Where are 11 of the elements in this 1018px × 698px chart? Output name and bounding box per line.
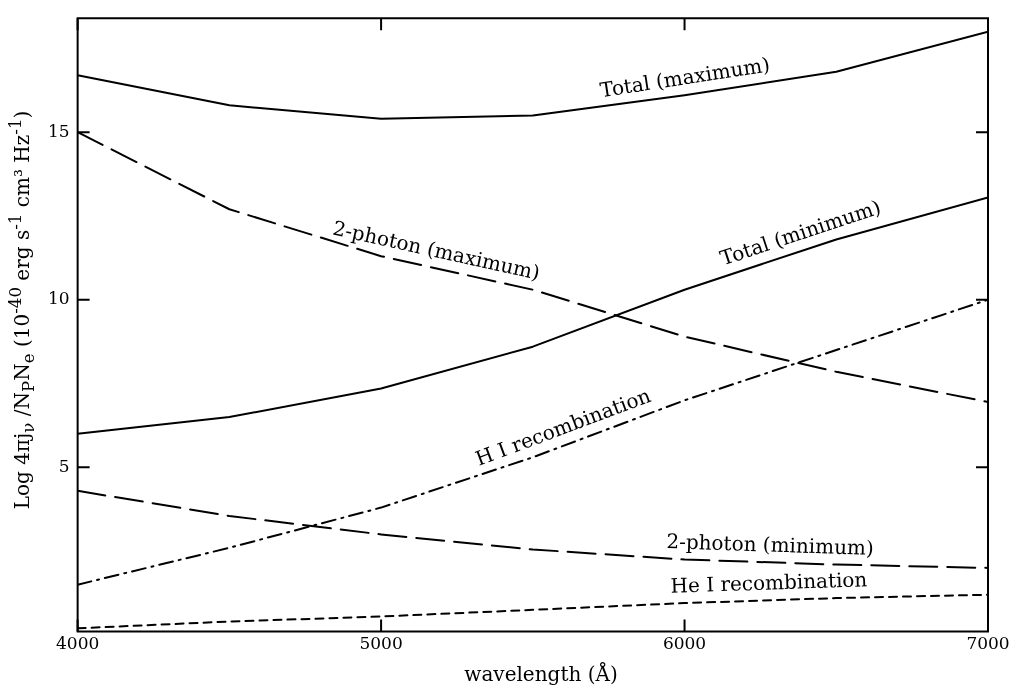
series-label: 2-photon (minimum) <box>666 529 875 560</box>
legend-label: Total (maximum) <box>598 52 772 103</box>
y-tick-label: 15 <box>47 120 70 141</box>
y-tick-label: 10 <box>47 288 70 309</box>
x-tick-label: 4000 <box>56 633 100 654</box>
y-tick-label: 5 <box>58 455 70 476</box>
x-axis-title: wavelength (Å) <box>464 662 618 686</box>
x-tick-label: 5000 <box>359 633 403 654</box>
x-tick-label: 7000 <box>966 633 1010 654</box>
series-label: He I recombination <box>670 567 868 598</box>
x-tick-label: 6000 <box>662 633 707 654</box>
